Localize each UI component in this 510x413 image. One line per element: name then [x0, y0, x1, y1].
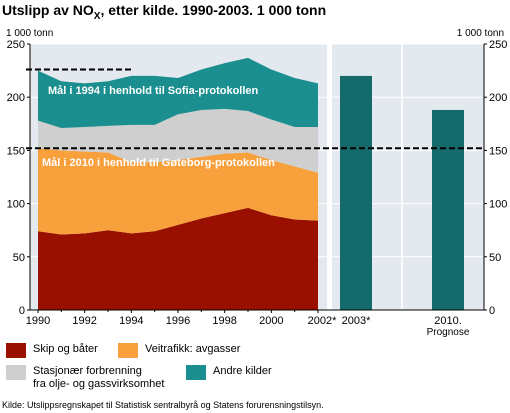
- legend-item-veitrafikk: Veitrafikk: avgasser: [118, 343, 240, 358]
- y-unit-label-right: 1 000 tonn: [457, 28, 504, 39]
- title-subscript: X: [93, 10, 101, 22]
- reference-label-sofia: Mål i 1994 i henhold til Sofia-protokoll…: [48, 85, 259, 97]
- x-tick-label: 1998: [212, 315, 236, 327]
- y-unit-label-left: 1 000 tonn: [6, 28, 53, 39]
- legend-label-andre: Andre kilder: [213, 365, 272, 377]
- legend-item-andre: Andre kilder: [186, 365, 272, 380]
- y-tick-label-left: 150: [7, 145, 25, 157]
- y-tick-label-left: 50: [13, 252, 25, 264]
- x-tick-label: 2000: [259, 315, 283, 327]
- y-tick-label-right: 150: [489, 145, 507, 157]
- reference-label-goteborg: Mål i 2010 i henhold til Gøteborg-protok…: [42, 157, 275, 169]
- legend-item-skip: Skip og båter: [6, 343, 98, 358]
- chart-title: Utslipp av NOX, etter kilde. 1990-2003. …: [2, 2, 326, 22]
- bar-label-2010: 2010.: [434, 315, 462, 327]
- legend-item-stasjonaer: Stasjonær forbrenning fra olje- og gassvi…: [6, 365, 164, 391]
- area-series-veitrafikk: [38, 148, 318, 235]
- y-tick-label-left: 100: [7, 199, 25, 211]
- x-tick-label: 1994: [119, 315, 143, 327]
- legend-label-veitrafikk: Veitrafikk: avgasser: [145, 343, 241, 355]
- bar-label-2003: 2003*: [342, 315, 371, 327]
- legend-label-stasjonaer-line1: Stasjonær forbrenning: [33, 365, 142, 377]
- x-tick-label: 1990: [26, 315, 50, 327]
- title-prefix: Utslipp av NO: [2, 2, 94, 18]
- title-suffix: , etter kilde. 1990-2003. 1 000 tonn: [100, 2, 327, 18]
- y-tick-label-left: 250: [7, 39, 25, 51]
- x-tick-label: 1992: [72, 315, 96, 327]
- legend-swatch-andre: [186, 365, 206, 380]
- area-series-andre: [38, 57, 318, 129]
- area-series-stasjonaer: [38, 108, 318, 173]
- legend-swatch-skip: [6, 343, 26, 358]
- legend-label-skip: Skip og båter: [33, 343, 98, 355]
- bar-2003: [340, 75, 372, 310]
- y-tick-label-right: 250: [489, 39, 507, 51]
- legend-swatch-veitrafikk: [118, 343, 138, 358]
- x-tick-label: 2002*: [308, 315, 337, 327]
- y-tick-label-left: 200: [7, 92, 25, 104]
- legend-label-stasjonaer: Stasjonær forbrenning fra olje- og gassvi…: [33, 365, 164, 391]
- y-tick-label-right: 50: [489, 252, 501, 264]
- area-series-skip: [38, 207, 318, 310]
- legend: Skip og båter Veitrafikk: avgasser Stasj…: [6, 341, 426, 393]
- legend-label-stasjonaer-line2: fra olje- og gassvirksomhet: [33, 378, 165, 390]
- source-note: Kilde: Utslippsregnskapet til Statistisk…: [2, 400, 324, 410]
- y-tick-label-right: 0: [489, 305, 495, 317]
- x-tick-label: 1996: [166, 315, 190, 327]
- bar-sublabel-prognose: Prognose: [427, 327, 470, 338]
- y-tick-label-left: 0: [19, 305, 25, 317]
- legend-swatch-stasjonaer: [6, 365, 26, 380]
- y-tick-label-right: 100: [489, 199, 507, 211]
- y-tick-label-right: 200: [489, 92, 507, 104]
- bar-2010: [432, 109, 464, 310]
